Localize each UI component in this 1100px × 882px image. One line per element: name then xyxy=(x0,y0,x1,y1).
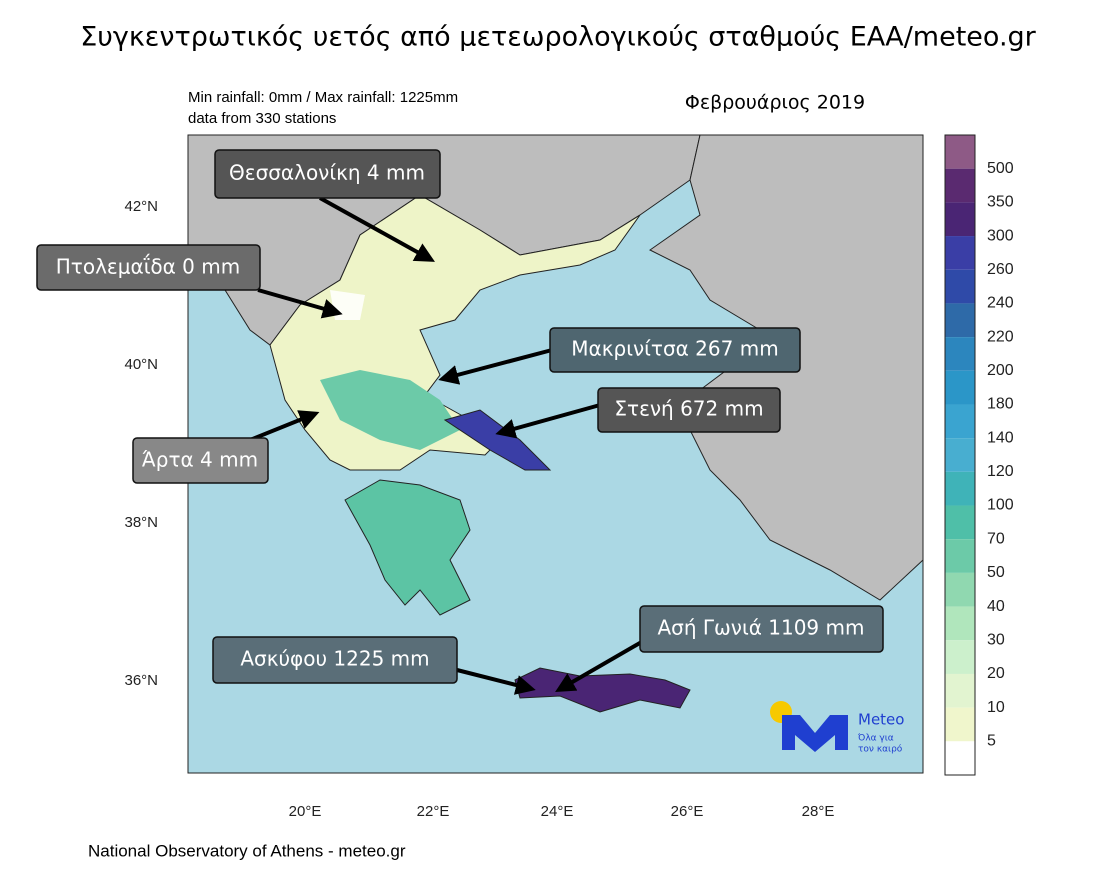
annotation-box xyxy=(212,636,458,684)
colorbar-bin xyxy=(945,202,975,237)
logo-mark xyxy=(782,715,848,752)
info-line: Min rainfall: 0mm / Max rainfall: 1225mm xyxy=(188,89,458,106)
colorbar-bin xyxy=(945,606,975,641)
colorbar-bin xyxy=(945,572,975,607)
annotation: Πτολεμαΐδα 0 mm xyxy=(56,255,240,279)
arrow xyxy=(319,196,435,262)
colorbar-bin xyxy=(945,505,975,540)
annotation-box xyxy=(132,437,269,484)
dry-zone xyxy=(330,290,365,320)
annotation-box xyxy=(36,244,261,291)
colorbar-bin xyxy=(945,471,975,506)
logo-tagline: Όλα για xyxy=(857,733,894,744)
colorbar-bin xyxy=(945,303,975,338)
peloponnese xyxy=(344,479,471,616)
colorbar-label: 40 xyxy=(987,598,1005,615)
italy xyxy=(188,135,200,440)
x-label: 20°E xyxy=(289,803,322,820)
colorbar-bin xyxy=(945,404,975,439)
colorbar-label: 180 xyxy=(987,396,1014,413)
annotation: Στενή 672 mm xyxy=(614,397,763,421)
arrow xyxy=(456,668,536,695)
annotation: Θεσσαλονίκη 4 mm xyxy=(229,161,425,185)
arrow xyxy=(257,288,343,319)
title: Συγκεντρωτικός υετός από μετεωρολογικούς… xyxy=(80,22,1036,53)
annotation: Μακρινίτσα 267 mm xyxy=(571,337,778,361)
colorbar-bin xyxy=(945,236,975,270)
y-label: 42°N xyxy=(124,198,158,215)
axes: 20°E 22°E 24°E 26°E 28°E 42°N 40°N 38°N … xyxy=(124,198,834,820)
logo-name: Meteo xyxy=(858,711,904,729)
arrow xyxy=(249,410,320,442)
colorbar-label: 20 xyxy=(987,665,1005,682)
arrow xyxy=(438,348,553,385)
x-label: 24°E xyxy=(541,803,574,820)
colorbar-label: 200 xyxy=(987,362,1014,379)
logo-tagline: τον καιρό xyxy=(858,744,903,755)
colorbar-label: 220 xyxy=(987,328,1014,345)
annotation: Ασκύφου 1225 mm xyxy=(240,647,429,671)
colorbar-bin xyxy=(945,135,975,169)
x-label: 28°E xyxy=(802,803,835,820)
arrow xyxy=(555,638,647,693)
colorbar-bin xyxy=(945,673,975,708)
colorbar-label: 140 xyxy=(987,429,1014,446)
annotation-box xyxy=(639,605,884,653)
footer: National Observatory of Athens - meteo.g… xyxy=(88,841,406,860)
colorbar-label: 260 xyxy=(987,261,1014,278)
colorbar-label: 5 xyxy=(987,733,996,750)
annotation-box xyxy=(549,327,801,373)
colorbar-frame xyxy=(944,134,976,776)
rain-zone xyxy=(320,370,460,450)
colorbar-label: 500 xyxy=(987,160,1014,177)
arrow xyxy=(495,403,601,439)
period: Φεβρουάριος 2019 xyxy=(685,92,865,114)
x-label: 22°E xyxy=(417,803,450,820)
annotation: Ασή Γωνιά 1109 mm xyxy=(658,616,865,640)
colorbar-label: 100 xyxy=(987,497,1014,514)
colorbar: 500 350 300 260 240 220 200 180 140 120 100 70 50 40 3… xyxy=(944,134,1014,776)
colorbar-bin xyxy=(945,707,975,742)
x-label: 26°E xyxy=(671,803,704,820)
colorbar-label: 240 xyxy=(987,295,1014,312)
y-label: 38°N xyxy=(124,514,158,531)
colorbar-bin xyxy=(945,640,975,674)
colorbar-bin xyxy=(945,539,975,573)
colorbar-bin xyxy=(945,337,975,371)
annotation: Άρτα 4 mm xyxy=(142,448,258,472)
colorbar-label: 350 xyxy=(987,194,1014,211)
logo: Meteo Όλα για τον καιρό xyxy=(770,701,904,755)
colorbar-bin xyxy=(945,370,975,405)
colorbar-label: 10 xyxy=(987,699,1005,716)
colorbar-label: 30 xyxy=(987,631,1005,648)
colorbar-bin xyxy=(945,741,975,775)
colorbar-label: 120 xyxy=(987,463,1014,480)
colorbar-label: 50 xyxy=(987,564,1005,581)
colorbar-bin xyxy=(945,269,975,304)
colorbar-bin xyxy=(945,168,975,203)
colorbar-label: 70 xyxy=(987,530,1005,547)
colorbar-bin xyxy=(945,438,975,472)
annotations: Θεσσαλονίκη 4 mm Πτολεμαΐδα 0 mm Μακρινί… xyxy=(36,149,884,695)
colorbar-label: 300 xyxy=(987,227,1014,244)
info-line: data from 330 stations xyxy=(188,110,336,127)
annotation-box xyxy=(214,149,441,199)
y-label: 40°N xyxy=(124,356,158,373)
y-label: 36°N xyxy=(124,672,158,689)
evia xyxy=(443,409,552,471)
annotation-box xyxy=(597,387,781,433)
